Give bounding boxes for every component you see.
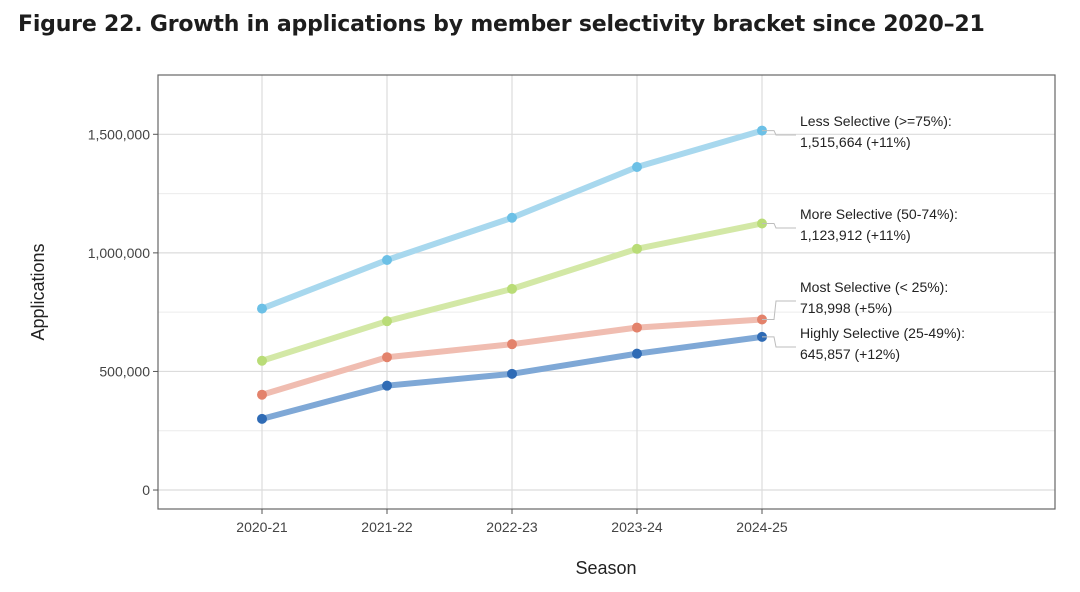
x-tick-label: 2021-22 <box>361 519 413 535</box>
series-3 <box>257 314 767 400</box>
data-point <box>382 380 392 391</box>
series-1 <box>257 125 767 314</box>
x-tick-label: 2020-21 <box>236 519 288 535</box>
y-tick-label: 1,500,000 <box>88 126 150 142</box>
annotation-leader-line <box>762 300 796 321</box>
data-point <box>257 413 267 424</box>
data-point <box>507 339 517 350</box>
annotation-leader-line <box>762 222 796 229</box>
y-tick-label: 0 <box>142 482 150 498</box>
data-point <box>632 322 642 333</box>
plot-frame <box>157 74 1056 510</box>
series-2 <box>257 218 767 366</box>
data-point <box>382 254 392 265</box>
x-tick-label: 2022-23 <box>486 519 538 535</box>
annotation-label: Most Selective (< 25%): <box>800 279 948 295</box>
data-point <box>632 348 642 359</box>
y-tick-label: 1,000,000 <box>88 245 150 261</box>
series-4 <box>257 331 767 424</box>
data-point <box>257 303 267 314</box>
data-point <box>507 368 517 379</box>
data-point <box>507 283 517 294</box>
annotation-label: Less Selective (>=75%): <box>800 113 952 129</box>
annotation-value: 645,857 (+12%) <box>800 346 900 362</box>
annotation-value: 1,515,664 (+11%) <box>800 134 911 150</box>
x-tick-label: 2024-25 <box>736 519 788 535</box>
annotation-value: 718,998 (+5%) <box>800 300 892 316</box>
annotations: Less Selective (>=75%): 1,515,664 (+11%) M… <box>762 113 965 362</box>
annotation-label: More Selective (50-74%): <box>800 206 958 222</box>
series-layer <box>257 125 767 424</box>
x-tick-label: 2023-24 <box>611 519 663 535</box>
data-point <box>382 352 392 363</box>
axes: 0 500,000 1,000,000 1,500,000 2020-21 2021-22… <box>88 126 788 535</box>
x-axis-title: Season <box>575 558 636 578</box>
annotation-leader-line <box>762 336 796 348</box>
figure-title: Figure 22. Growth in applications by mem… <box>18 12 985 37</box>
data-point <box>257 355 267 366</box>
data-point <box>632 243 642 254</box>
data-point <box>257 389 267 400</box>
annotation-leader-line <box>762 130 796 136</box>
y-axis-title: Applications <box>28 243 48 340</box>
data-point <box>507 212 517 223</box>
y-tick-label: 500,000 <box>99 363 150 379</box>
annotation-label: Highly Selective (25-49%): <box>800 325 965 341</box>
data-point <box>632 162 642 173</box>
annotation-value: 1,123,912 (+11%) <box>800 227 911 243</box>
data-point <box>382 316 392 327</box>
